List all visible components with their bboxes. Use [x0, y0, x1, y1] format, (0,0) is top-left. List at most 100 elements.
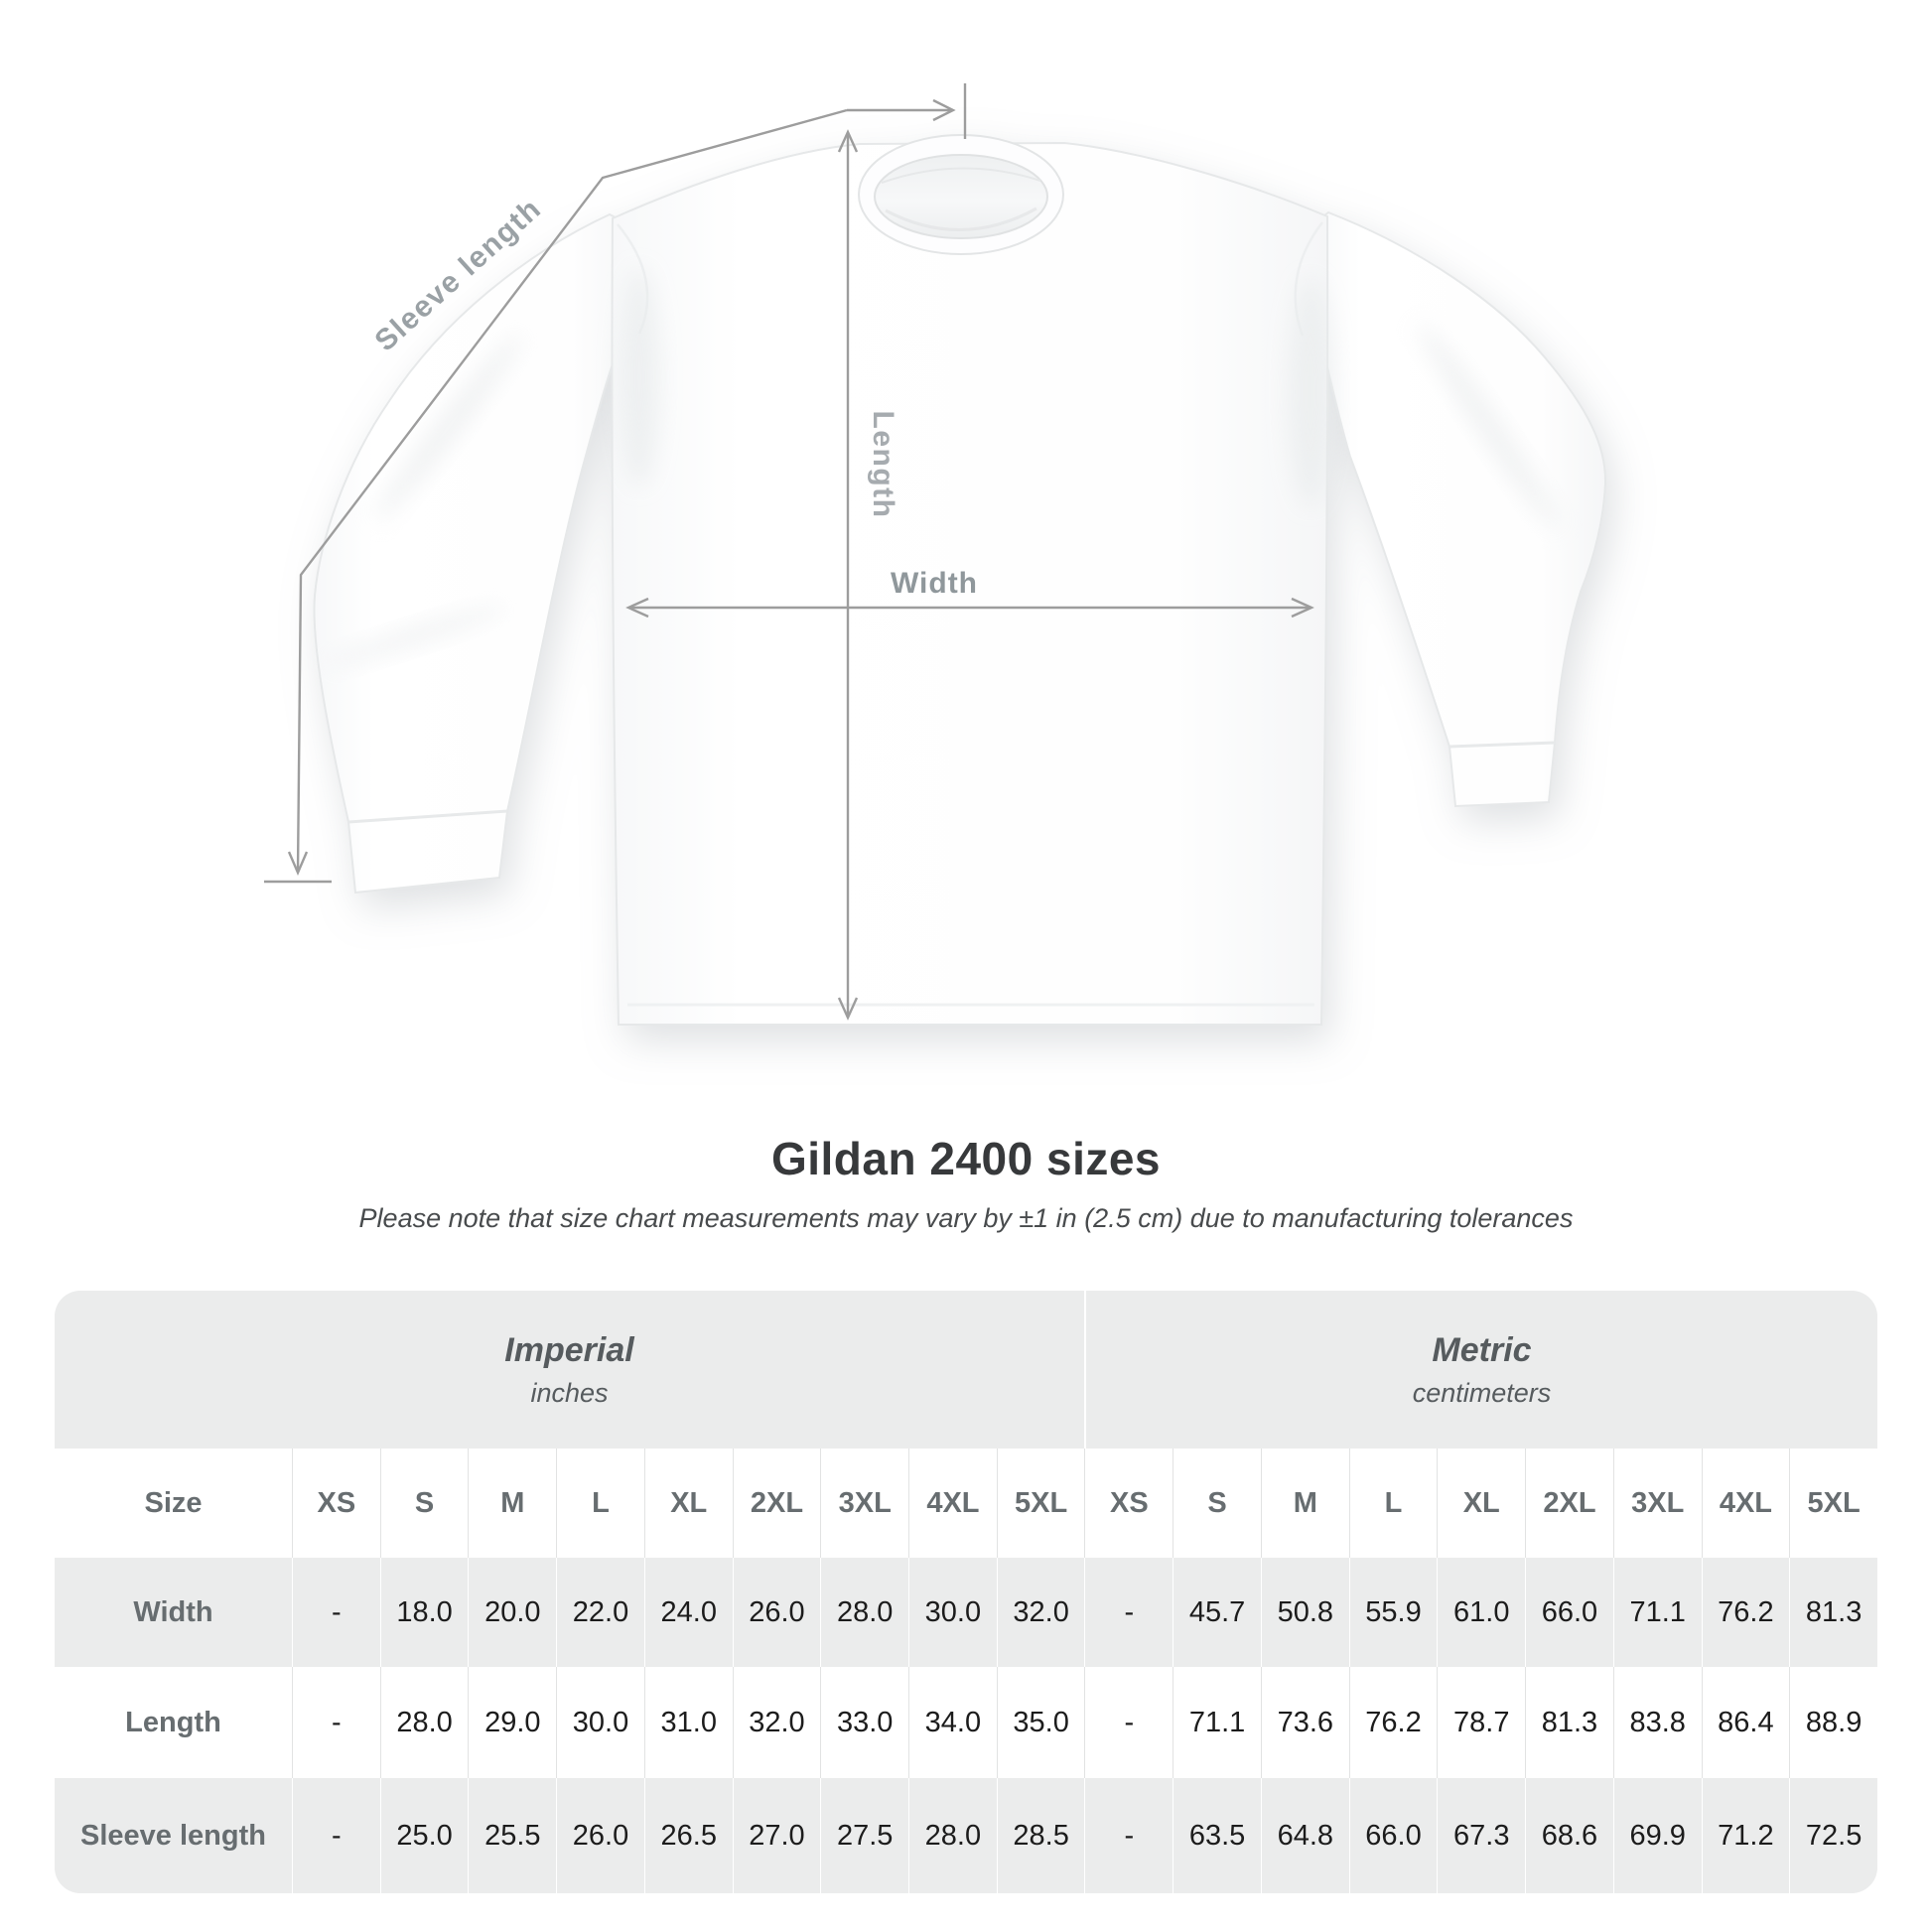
units-header-row: Imperial inches Metric centimeters — [55, 1291, 1877, 1449]
size-col-header: M — [1260, 1449, 1349, 1558]
arrow-right-icon — [1291, 597, 1314, 619]
value-cell: - — [1084, 1667, 1173, 1778]
value-cell: - — [1084, 1558, 1173, 1667]
value-cell: 26.0 — [556, 1778, 644, 1893]
size-column-header: Size — [144, 1486, 203, 1519]
value-cell: - — [292, 1558, 380, 1667]
tolerance-note: Please note that size chart measurements… — [358, 1203, 1574, 1233]
value-cell: 66.0 — [1348, 1778, 1438, 1893]
size-col-header: S — [1173, 1449, 1261, 1558]
value-cell: 86.4 — [1701, 1667, 1790, 1778]
size-col-header: 2XL — [1525, 1449, 1613, 1558]
value-cell: 67.3 — [1437, 1778, 1525, 1893]
value-cell: 61.0 — [1437, 1558, 1525, 1667]
imperial-label: Imperial — [504, 1330, 634, 1369]
arrow-right-icon — [932, 98, 956, 122]
row-label: Width — [133, 1595, 213, 1628]
value-cell: 83.8 — [1612, 1667, 1702, 1778]
size-col-header: XL — [643, 1449, 733, 1558]
value-cell: 18.0 — [379, 1558, 469, 1667]
value-cell: 45.7 — [1173, 1558, 1261, 1667]
value-cell: 30.0 — [908, 1558, 997, 1667]
value-cell: 24.0 — [643, 1558, 733, 1667]
width-row: Width - 18.0 20.0 22.0 24.0 26.0 28.0 30… — [55, 1558, 1877, 1667]
row-label: Sleeve length — [80, 1819, 266, 1852]
value-cell: 25.0 — [379, 1778, 469, 1893]
value-cell: 73.6 — [1260, 1667, 1349, 1778]
value-cell: 69.9 — [1612, 1778, 1702, 1893]
value-cell: - — [292, 1778, 380, 1893]
value-cell: 28.5 — [996, 1778, 1085, 1893]
value-cell: 29.0 — [468, 1667, 556, 1778]
length-row: Length - 28.0 29.0 30.0 31.0 32.0 33.0 3… — [55, 1667, 1877, 1778]
shirt-diagram-svg: Sleeve length Length Width — [264, 83, 1607, 1026]
value-cell: 71.1 — [1612, 1558, 1702, 1667]
value-cell: 25.5 — [468, 1778, 556, 1893]
value-cell: 28.0 — [379, 1667, 469, 1778]
size-table: Imperial inches Metric centimeters Size … — [55, 1291, 1877, 1893]
size-col-header: 2XL — [732, 1449, 821, 1558]
shirt-illustration — [313, 134, 1607, 1026]
arrow-up-icon — [837, 129, 859, 153]
value-cell: 35.0 — [996, 1667, 1085, 1778]
value-cell: 71.2 — [1701, 1778, 1790, 1893]
value-cell: 31.0 — [643, 1667, 733, 1778]
arrow-left-icon — [625, 597, 649, 619]
size-col-header: S — [379, 1449, 469, 1558]
collar — [858, 134, 1064, 255]
value-cell: 34.0 — [908, 1667, 997, 1778]
size-col-header: 4XL — [908, 1449, 997, 1558]
measurement-lines — [264, 83, 1314, 1021]
size-col-header: L — [1348, 1449, 1438, 1558]
value-cell: 27.5 — [820, 1778, 908, 1893]
value-cell: 28.0 — [908, 1778, 997, 1893]
size-col-header: 3XL — [1612, 1449, 1702, 1558]
row-label: Length — [125, 1706, 221, 1738]
value-cell: 30.0 — [556, 1667, 644, 1778]
value-cell: 28.0 — [820, 1558, 908, 1667]
value-cell: 64.8 — [1260, 1778, 1349, 1893]
size-col-header: 3XL — [820, 1449, 908, 1558]
value-cell: 71.1 — [1173, 1667, 1261, 1778]
value-cell: 81.3 — [1789, 1558, 1877, 1667]
size-col-header: XS — [292, 1449, 380, 1558]
size-col-header: 5XL — [996, 1449, 1085, 1558]
value-cell: 76.2 — [1348, 1667, 1438, 1778]
value-cell: - — [292, 1667, 380, 1778]
value-cell: - — [1084, 1778, 1173, 1893]
value-cell: 22.0 — [556, 1558, 644, 1667]
value-cell: 26.5 — [643, 1778, 733, 1893]
length-label: Length — [867, 411, 899, 519]
value-cell: 32.0 — [732, 1667, 821, 1778]
value-cell: 27.0 — [732, 1778, 821, 1893]
metric-unit-header: Metric centimeters — [1084, 1291, 1877, 1449]
size-col-header: XS — [1084, 1449, 1173, 1558]
value-cell: 72.5 — [1789, 1778, 1877, 1893]
arrow-down-icon — [837, 997, 859, 1021]
value-cell: 63.5 — [1173, 1778, 1261, 1893]
arrow-down-icon — [287, 851, 309, 877]
size-header-row: Size XS S M L XL 2XL 3XL 4XL 5XL XS S M … — [55, 1449, 1877, 1558]
size-col-header: XL — [1437, 1449, 1525, 1558]
value-cell: 26.0 — [732, 1558, 821, 1667]
shirt-diagram: Sleeve length Length Width — [264, 83, 1607, 1026]
size-col-header: M — [468, 1449, 556, 1558]
imperial-unit-header: Imperial inches — [55, 1291, 1084, 1449]
value-cell: 76.2 — [1701, 1558, 1790, 1667]
size-col-header: L — [556, 1449, 644, 1558]
value-cell: 66.0 — [1525, 1558, 1613, 1667]
imperial-sub-label: inches — [530, 1377, 609, 1408]
value-cell: 68.6 — [1525, 1778, 1613, 1893]
value-cell: 78.7 — [1437, 1667, 1525, 1778]
metric-label: Metric — [1432, 1330, 1532, 1369]
width-label: Width — [891, 567, 978, 600]
page-title: Gildan 2400 sizes — [770, 1133, 1162, 1184]
value-cell: 81.3 — [1525, 1667, 1613, 1778]
value-cell: 55.9 — [1348, 1558, 1438, 1667]
value-cell: 50.8 — [1260, 1558, 1349, 1667]
value-cell: 88.9 — [1789, 1667, 1877, 1778]
sleeve-measure-polyline — [296, 108, 848, 873]
value-cell: 33.0 — [820, 1667, 908, 1778]
sleeve-length-row: Sleeve length - 25.0 25.5 26.0 26.5 27.0… — [55, 1778, 1877, 1893]
